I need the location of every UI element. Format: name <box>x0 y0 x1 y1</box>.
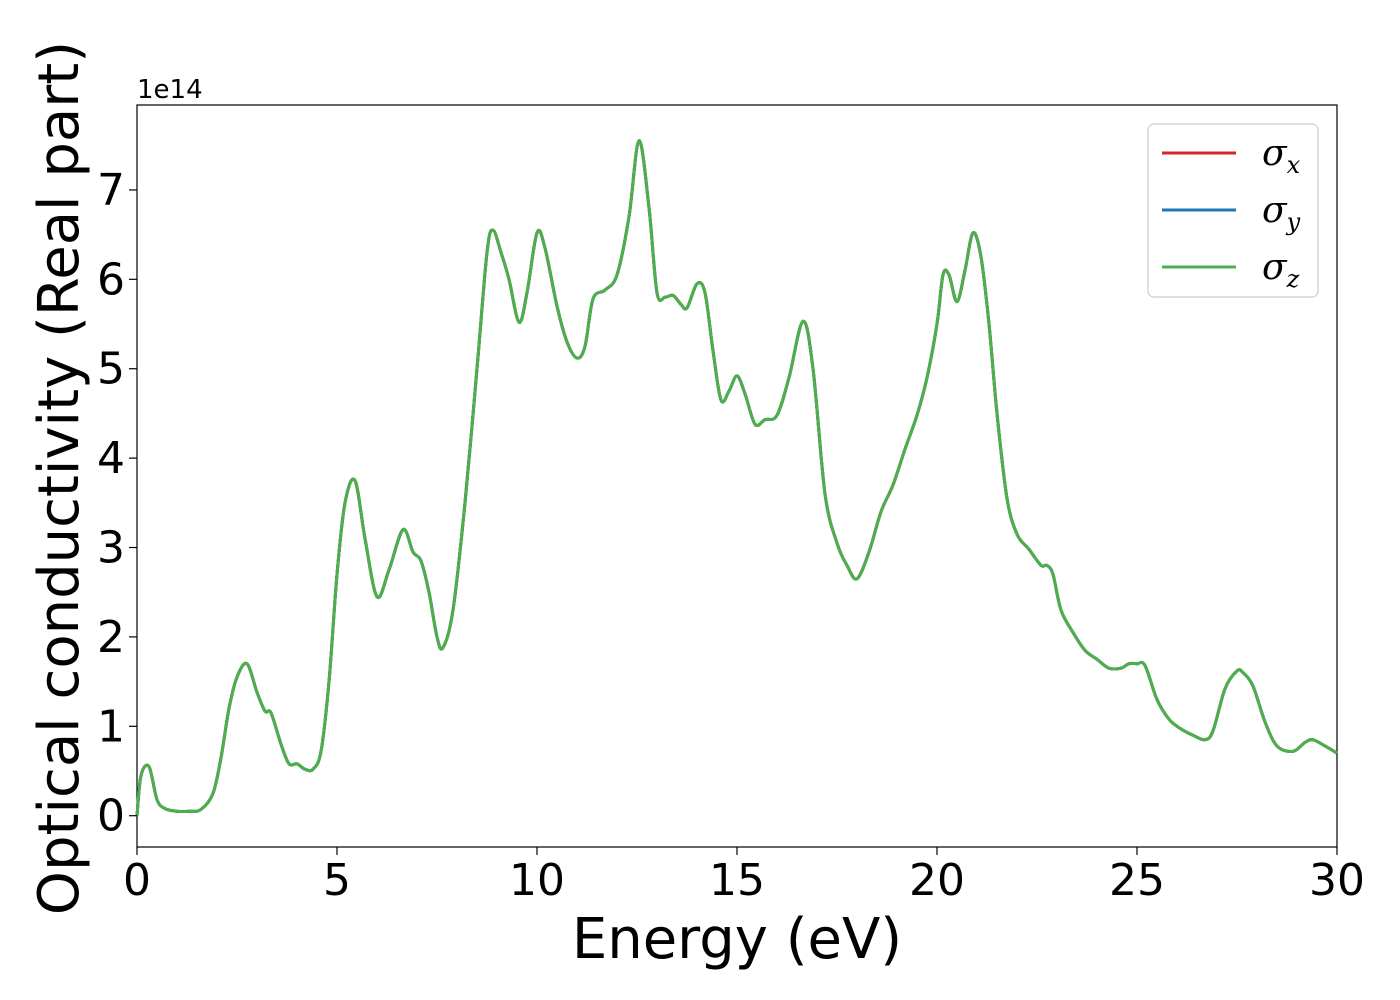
x-tick-label: 0 <box>123 855 151 906</box>
y-tick-label: 2 <box>97 612 125 663</box>
legend-label-sigma-x: σx <box>1262 133 1301 179</box>
plot-area <box>136 104 1338 848</box>
legend-label-sigma-z: σz <box>1262 247 1300 293</box>
x-tick-label: 5 <box>323 855 351 906</box>
y-tick-label: 3 <box>97 523 125 574</box>
x-tick-label: 30 <box>1309 855 1365 906</box>
x-axis-title: Energy (eV) <box>572 907 902 972</box>
y-axis-ticks: 0 1 2 3 4 5 6 7 <box>97 165 137 842</box>
x-tick-label: 15 <box>709 855 765 906</box>
y-tick-label: 1 <box>97 701 125 752</box>
series-line-sigma-z <box>135 139 1338 816</box>
y-tick-label: 7 <box>97 165 125 216</box>
legend: σx σy σz <box>1147 123 1319 298</box>
y-tick-label: 0 <box>97 791 125 842</box>
y-tick-label: 6 <box>97 254 125 305</box>
series-layer <box>135 139 1338 816</box>
axes-frame <box>136 104 1338 848</box>
legend-label-sigma-y: σy <box>1262 190 1301 236</box>
x-tick-label: 10 <box>509 855 565 906</box>
y-tick-label: 5 <box>97 344 125 395</box>
x-axis-ticks: 0 5 10 15 20 25 30 <box>123 847 1365 906</box>
x-tick-label: 25 <box>1109 855 1165 906</box>
x-tick-label: 20 <box>909 855 965 906</box>
y-tick-label: 4 <box>97 433 125 484</box>
y-axis-offset-label: 1e14 <box>137 75 203 105</box>
y-axis-title: Optical conductivity (Real part) <box>27 41 92 915</box>
